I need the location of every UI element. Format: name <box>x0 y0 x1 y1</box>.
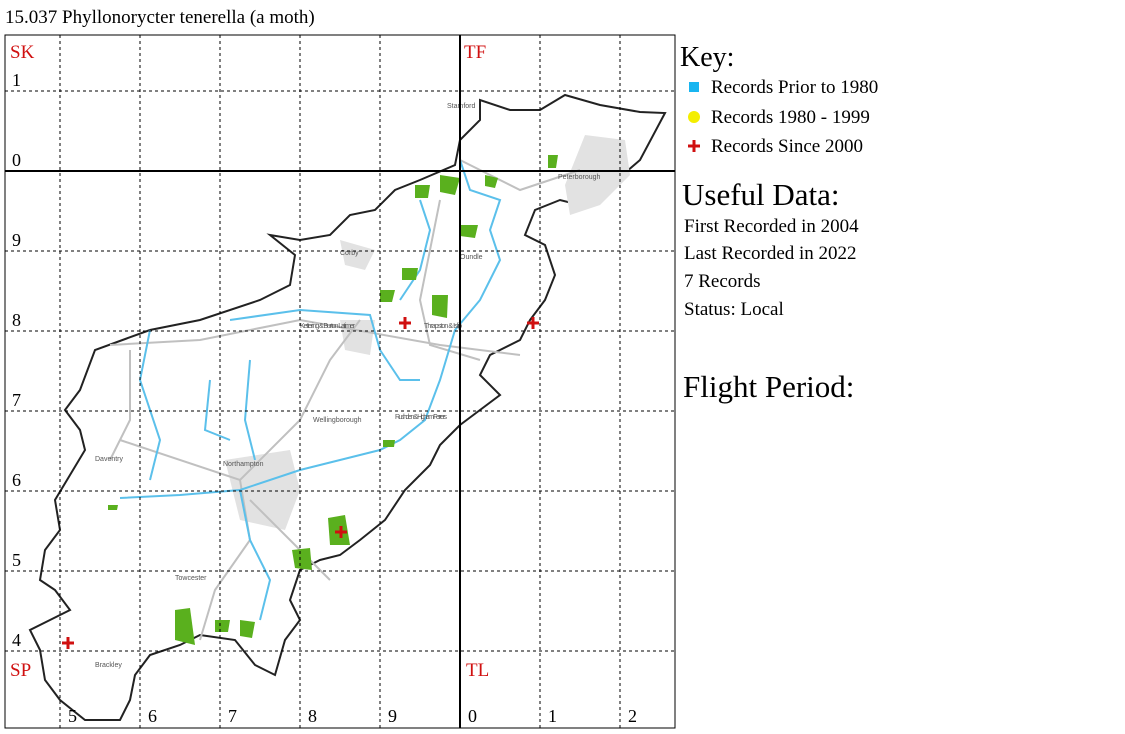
key-title: Key: <box>680 42 734 73</box>
key-item: Records Since 2000 <box>711 136 863 157</box>
square-labels: SK TF SP TL <box>10 42 489 681</box>
key-swatch <box>688 111 700 123</box>
town-label: Corby <box>340 250 359 257</box>
county-outline <box>28 93 667 721</box>
flight-period-title: Flight Period: <box>683 369 854 404</box>
square-label: SK <box>10 42 35 63</box>
useful-data-line: Status: Local <box>684 299 784 320</box>
woodland <box>108 155 558 645</box>
row-label: 5 <box>12 550 21 570</box>
town-label: Wellingborough <box>313 417 362 424</box>
key-item: Records 1980 - 1999 <box>711 107 870 128</box>
key-swatch <box>688 140 700 152</box>
row-label: 7 <box>12 390 21 410</box>
key-item: Records Prior to 1980 <box>711 77 878 98</box>
town-label: Rushden & Higham Ferrers <box>395 414 448 421</box>
county-map: Stamford Peterborough Corby Oundle Kette… <box>28 93 667 721</box>
town-label: Stamford <box>447 103 476 110</box>
town-label: Brackley <box>95 662 122 669</box>
record-markers <box>62 317 539 649</box>
square-label: TL <box>466 660 489 681</box>
page-title: 15.037 Phyllonorycter tenerella (a moth) <box>5 7 315 28</box>
town-label: Northampton <box>223 461 264 468</box>
town-label: Oundle <box>460 254 483 261</box>
useful-data-line: First Recorded in 2004 <box>684 216 859 237</box>
row-label: 4 <box>12 630 21 650</box>
useful-data-line: Last Recorded in 2022 <box>684 243 857 264</box>
row-label: 1 <box>12 70 21 90</box>
town-label: Kettering & Burton Latimer <box>300 323 356 330</box>
column-label: 0 <box>468 706 477 726</box>
town-label: Towcester <box>175 575 207 582</box>
column-label: 9 <box>388 706 397 726</box>
town-label: Daventry <box>95 456 124 463</box>
town-labels: Stamford Peterborough Corby Oundle Kette… <box>95 103 601 669</box>
row-label: 9 <box>12 230 21 250</box>
town-label: Peterborough <box>558 174 601 181</box>
column-label: 8 <box>308 706 317 726</box>
square-label: TF <box>464 42 486 63</box>
useful-data-line: 7 Records <box>684 271 761 292</box>
key-swatch <box>689 82 699 92</box>
town-label: Thrapston & Islip <box>424 323 462 330</box>
map-frame <box>4 34 676 729</box>
square-label: SP <box>10 660 31 681</box>
column-label: 1 <box>548 706 557 726</box>
row-label: 0 <box>12 150 21 170</box>
row-label: 6 <box>12 470 21 490</box>
column-label: 6 <box>148 706 157 726</box>
useful-data-title: Useful Data: <box>682 177 840 212</box>
row-label: 8 <box>12 310 21 330</box>
column-label: 2 <box>628 706 637 726</box>
rivers <box>119 159 502 621</box>
column-label: 5 <box>68 706 77 726</box>
column-label: 7 <box>228 706 237 726</box>
